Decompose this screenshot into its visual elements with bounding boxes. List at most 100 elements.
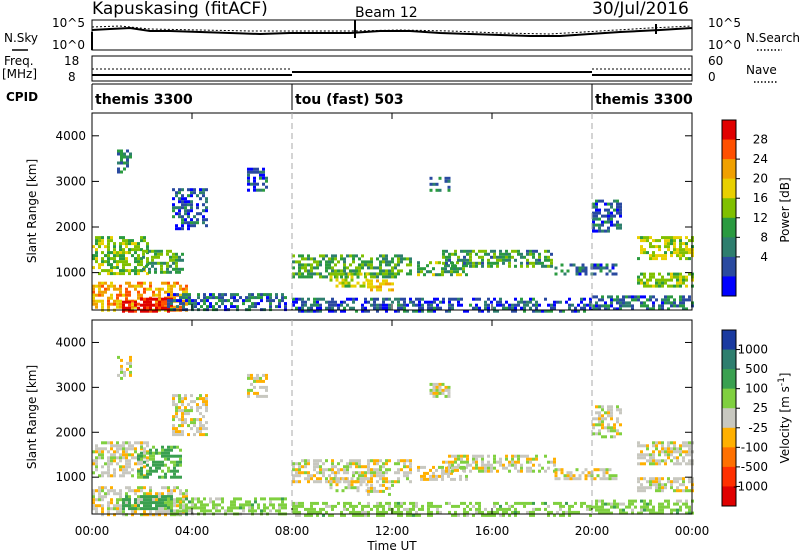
heatmap-cell (550, 309, 553, 313)
heatmap-cell (123, 373, 126, 377)
heatmap-cell (113, 251, 116, 255)
heatmap-cell (113, 504, 116, 508)
heatmap-cell (134, 462, 137, 466)
heatmap-cell (547, 513, 550, 517)
heatmap-cell (107, 507, 110, 511)
heatmap-cell (596, 468, 600, 472)
heatmap-cell (152, 309, 155, 313)
heatmap-cell (676, 459, 679, 463)
heatmap-cell (601, 426, 604, 430)
heatmap-cell (676, 272, 679, 276)
heatmap-cell (203, 293, 206, 297)
cpid-label: CPID (6, 90, 38, 104)
heatmap-cell (137, 306, 140, 310)
heatmap-cell (167, 454, 170, 458)
heatmap-cell (92, 489, 95, 493)
heatmap-cell (391, 282, 394, 286)
heatmap-cell (331, 513, 334, 517)
heatmap-cell (110, 281, 113, 285)
heatmap-cell (421, 504, 424, 508)
heatmap-cell (584, 474, 588, 478)
heatmap-cell (149, 466, 152, 470)
heatmap-cell (107, 450, 110, 454)
heatmap-cell (370, 275, 373, 279)
heatmap-cell (117, 373, 120, 377)
heatmap-cell (676, 251, 679, 255)
heatmap-cell (490, 469, 493, 473)
heatmap-cell (110, 302, 113, 306)
heatmap-cell (154, 267, 157, 271)
heatmap-cell (493, 297, 496, 301)
heatmap-cell (343, 501, 346, 505)
heatmap-cell (601, 417, 604, 421)
heatmap-cell (593, 468, 597, 472)
heatmap-cell (475, 463, 478, 467)
heatmap-cell (637, 281, 640, 285)
heatmap-cell (346, 462, 349, 466)
heatmap-cell (478, 255, 481, 259)
heatmap-cell (122, 269, 125, 273)
freq-unit: [MHz] (2, 67, 37, 81)
colorbar-tick-label: 28 (753, 133, 768, 147)
heatmap-cell (292, 272, 295, 276)
heatmap-cell (281, 293, 284, 297)
heatmap-cell (313, 501, 316, 505)
heatmap-cell (304, 269, 307, 273)
heatmap-cell (134, 305, 137, 309)
heatmap-cell (301, 459, 304, 463)
heatmap-cell (104, 492, 107, 496)
heatmap-cell (119, 254, 122, 258)
heatmap-cell (92, 296, 95, 300)
heatmap-cell (652, 441, 655, 445)
heatmap-cell (379, 501, 382, 505)
heatmap-cell (256, 188, 259, 192)
heatmap-cell (499, 513, 502, 517)
heatmap-cell (625, 301, 628, 305)
heatmap-cell (435, 477, 438, 481)
heatmap-cell (553, 463, 556, 467)
heatmap-cell (184, 421, 187, 425)
heatmap-cell (170, 445, 173, 449)
heatmap-cell (355, 471, 358, 475)
heatmap-cell (526, 303, 529, 307)
heatmap-cell (170, 299, 173, 303)
heatmap-cell (581, 471, 585, 475)
heatmap-cell (316, 266, 319, 270)
heatmap-cell (658, 462, 661, 466)
heatmap-cell (158, 513, 161, 517)
heatmap-cell (175, 252, 178, 256)
heatmap-cell (149, 306, 152, 310)
heatmap-cell (295, 474, 298, 478)
heatmap-cell (253, 170, 256, 174)
heatmap-cell (154, 249, 157, 253)
heatmap-cell (101, 507, 104, 511)
heatmap-cell (601, 220, 604, 224)
heatmap-cell (370, 263, 373, 267)
heatmap-cell (209, 305, 212, 309)
heatmap-cell (466, 261, 469, 265)
heatmap-cell (382, 480, 385, 484)
heatmap-cell (427, 510, 430, 514)
heatmap-cell (146, 260, 149, 264)
heatmap-cell (122, 441, 125, 445)
heatmap-cell (209, 497, 212, 501)
heatmap-cell (245, 503, 248, 507)
heatmap-cell (432, 273, 435, 277)
heatmap-cell (475, 306, 478, 310)
heatmap-cell (619, 502, 622, 506)
heatmap-cell (110, 459, 113, 463)
heatmap-cell (502, 507, 505, 511)
heatmap-cell (140, 507, 143, 511)
heatmap-cell (580, 306, 583, 310)
heatmap-cell (619, 211, 622, 215)
heatmap-cell (575, 477, 579, 481)
heatmap-cell (547, 504, 550, 508)
heatmap-cell (247, 176, 250, 180)
heatmap-cell (322, 471, 325, 475)
heatmap-cell (619, 432, 622, 436)
heatmap-cell (601, 499, 604, 503)
heatmap-cell (610, 220, 613, 224)
heatmap-cell (101, 456, 104, 460)
heatmap-cell (514, 297, 517, 301)
heatmap-cell (566, 477, 570, 481)
